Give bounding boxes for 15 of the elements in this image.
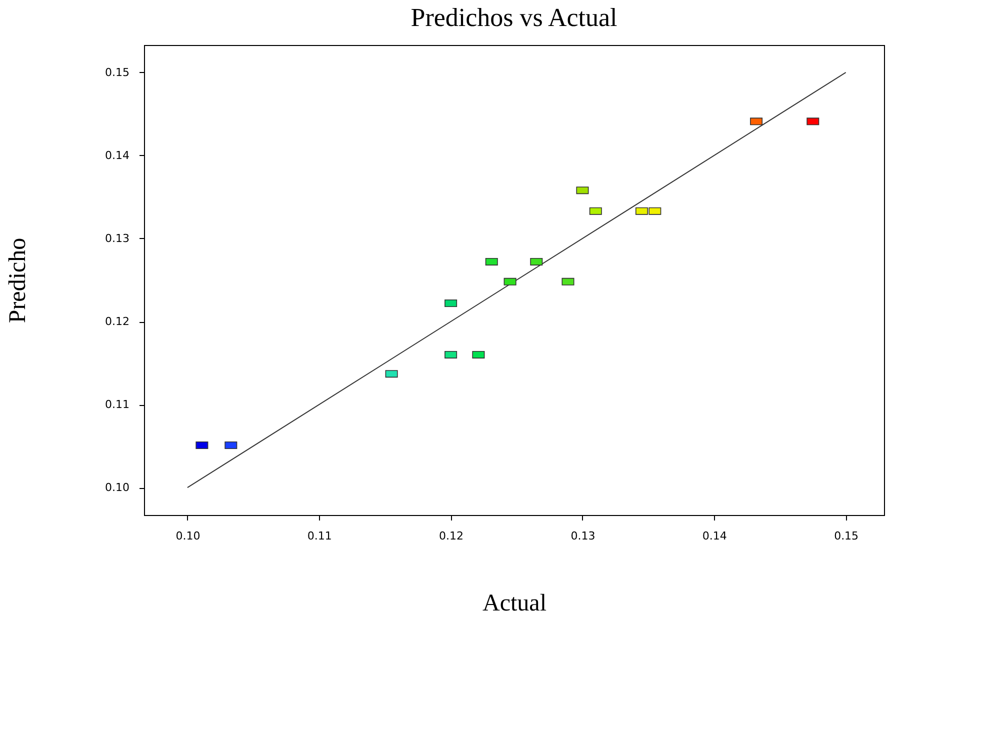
x-axis-title: Actual [482, 590, 547, 616]
y-axis-title: Predicho [5, 238, 32, 324]
x-tick-label: 0.13 [570, 530, 596, 542]
x-tick-label: 0.11 [307, 530, 332, 542]
x-tick-label: 0.15 [834, 530, 859, 542]
x-tick-label: 0.12 [439, 530, 464, 542]
x-tick-label: 0.10 [176, 530, 200, 542]
x-tick-label: 0.14 [702, 530, 727, 542]
y-tick-label: 0.11 [105, 398, 130, 412]
y-tick-label: 0.10 [105, 481, 130, 494]
y-tick-label: 0.13 [105, 232, 130, 245]
y-tick-label: 0.14 [105, 148, 130, 162]
y-tick-label: 0.12 [105, 315, 130, 328]
y-tick-label: 0.15 [105, 66, 130, 79]
chart-title: Predichos vs Actual [410, 3, 618, 32]
